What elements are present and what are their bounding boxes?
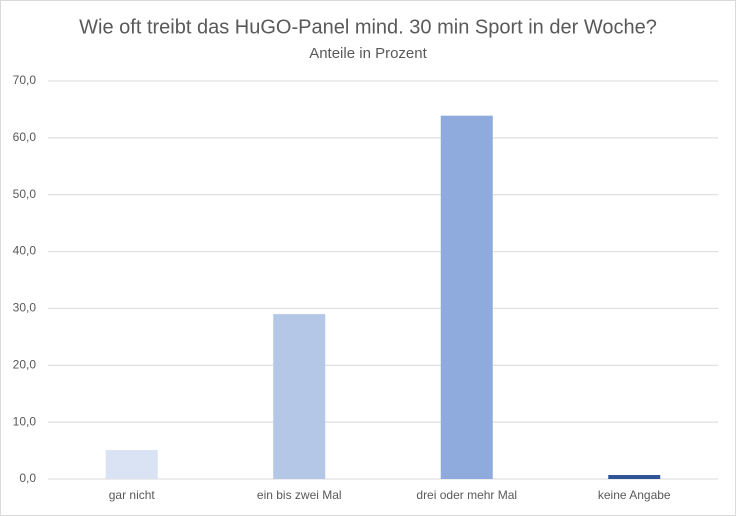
x-tick-label: keine Angabe — [598, 488, 671, 502]
x-tick-label: ein bis zwei Mal — [257, 488, 342, 502]
chart-title: Wie oft treibt das HuGO-Panel mind. 30 m… — [79, 16, 657, 38]
x-tick-label: gar nicht — [109, 488, 156, 502]
y-tick-label: 50,0 — [13, 187, 37, 201]
bar — [440, 115, 493, 479]
y-tick-label: 0,0 — [19, 471, 36, 485]
bar — [273, 314, 326, 479]
y-tick-label: 10,0 — [13, 414, 37, 428]
y-tick-label: 20,0 — [13, 357, 37, 371]
y-tick-label: 60,0 — [13, 130, 37, 144]
y-tick-label: 70,0 — [13, 73, 37, 87]
bar — [608, 475, 661, 479]
y-tick-label: 40,0 — [13, 244, 37, 258]
x-tick-label: drei oder mehr Mal — [416, 488, 517, 502]
y-tick-label: 30,0 — [13, 301, 37, 315]
bar — [105, 450, 158, 479]
chart-subtitle: Anteile in Prozent — [309, 45, 427, 62]
